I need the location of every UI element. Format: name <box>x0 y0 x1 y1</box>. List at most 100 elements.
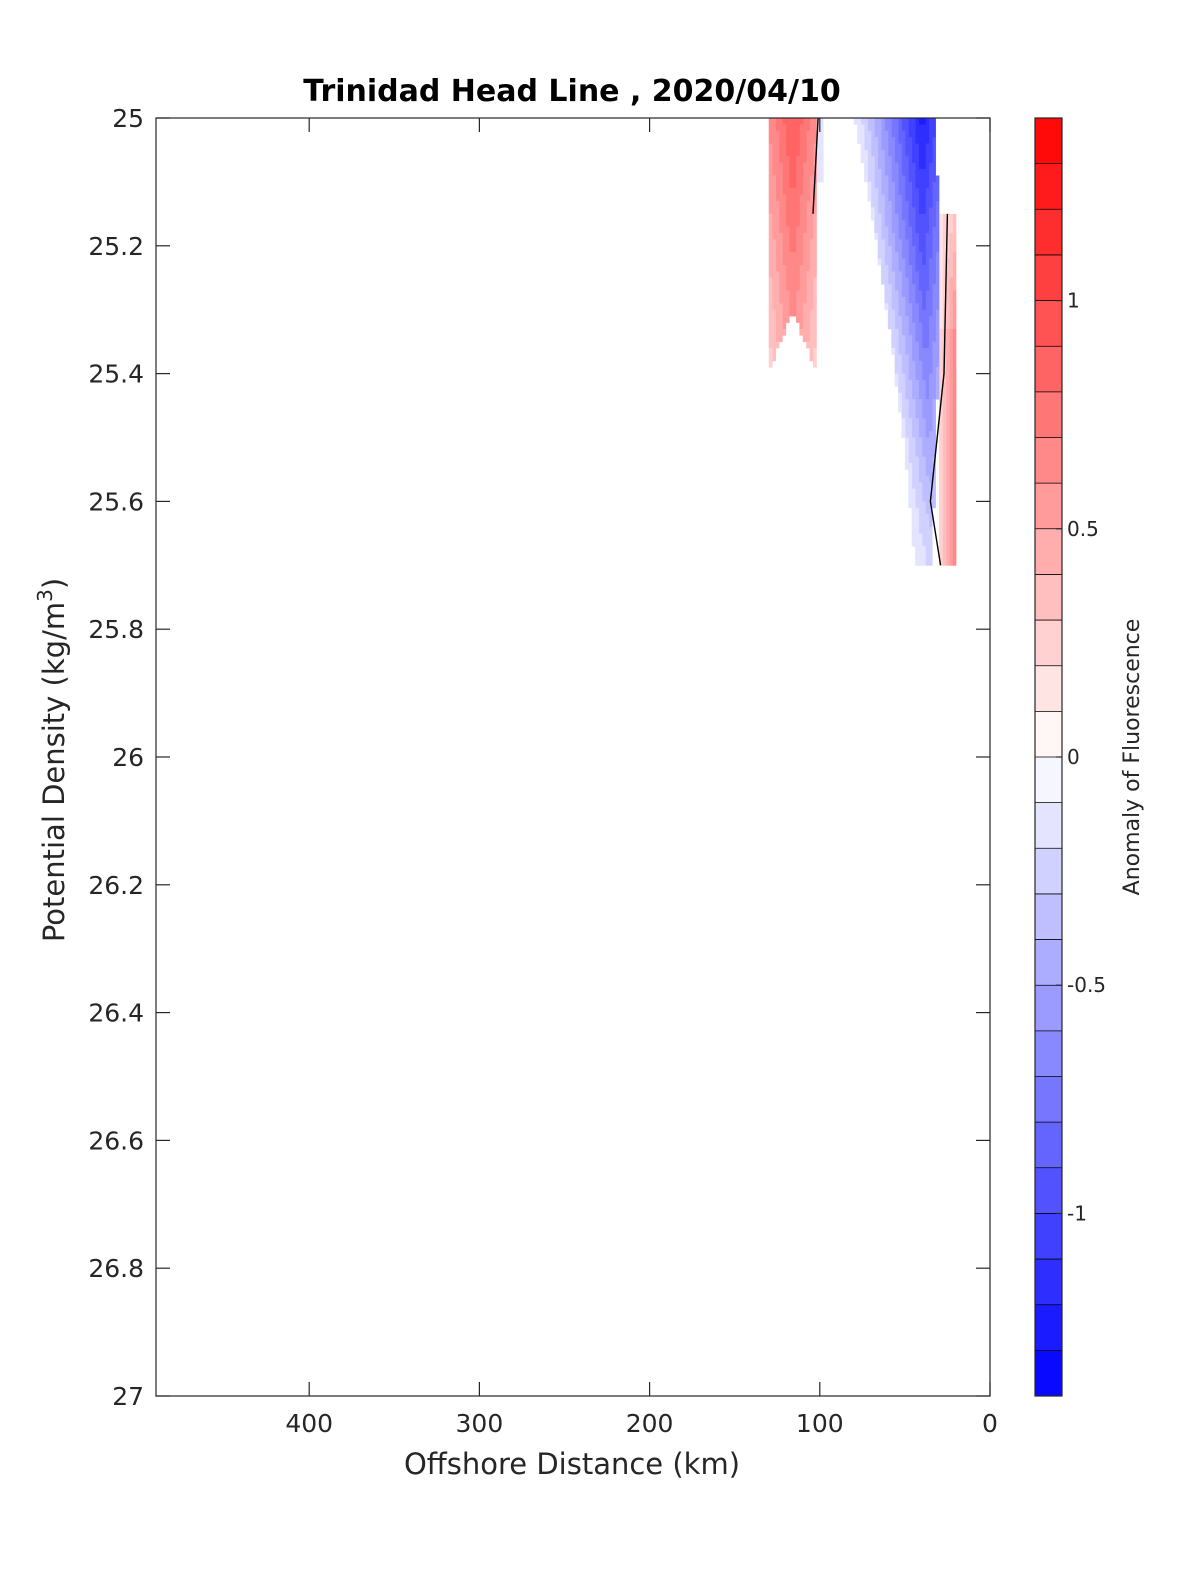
contour-cell <box>778 162 783 170</box>
contour-cell <box>898 348 902 355</box>
contour-cell <box>782 143 787 151</box>
contour-cell <box>874 201 879 208</box>
contour-cell <box>918 271 923 279</box>
contour-cell <box>898 233 902 240</box>
contour-cell <box>928 201 933 208</box>
contour-cell <box>775 290 780 298</box>
contour-cell <box>901 194 906 202</box>
contour-cell <box>778 220 783 228</box>
contour-cell <box>942 463 947 470</box>
contour-cell <box>915 226 919 234</box>
contour-cell <box>911 520 916 528</box>
contour-cell <box>812 188 817 196</box>
contour-cell <box>792 258 797 266</box>
contour-cell <box>949 264 953 272</box>
contour-cell <box>887 258 892 266</box>
contour-cell <box>891 284 896 291</box>
contour-cell <box>918 175 923 183</box>
contour-cell <box>928 392 933 400</box>
colorbar-label: Anomaly of Fluorescence <box>1120 619 1145 896</box>
contour-cell <box>952 233 957 240</box>
colorbar-band <box>1035 1167 1062 1214</box>
contour-cell <box>806 328 810 336</box>
contour-cell <box>915 220 919 228</box>
contour-cell <box>884 188 889 196</box>
contour-cell <box>935 181 940 189</box>
contour-cell <box>901 226 906 234</box>
contour-cell <box>928 424 933 432</box>
contour-cell <box>942 482 947 490</box>
contour-cell <box>921 514 926 521</box>
contour-cell <box>772 309 776 317</box>
contour-cell <box>802 303 807 311</box>
contour-cell <box>891 156 896 164</box>
contour-cell <box>921 392 926 400</box>
contour-cell <box>768 188 773 196</box>
contour-cell <box>901 424 906 432</box>
contour-cell <box>928 264 933 272</box>
contour-cell <box>884 239 889 247</box>
contour-cell <box>925 239 930 247</box>
colorbar-band <box>1035 1030 1062 1077</box>
contour-cell <box>935 220 940 228</box>
contour-cell <box>809 296 814 304</box>
contour-cell <box>908 137 913 144</box>
contour-cell <box>785 264 790 272</box>
contour-cell <box>908 475 913 483</box>
contour-cell <box>904 290 909 298</box>
contour-cell <box>938 233 943 240</box>
contour-cell <box>887 156 892 164</box>
contour-cell <box>901 264 906 272</box>
contour-cell <box>911 533 916 541</box>
contour-cell <box>921 169 926 176</box>
contour-cell <box>795 149 800 157</box>
contour-cell <box>772 156 776 164</box>
contour-cell <box>911 328 916 336</box>
contour-cell <box>898 156 902 164</box>
contour-cell <box>812 354 817 362</box>
contour-cell <box>904 367 909 374</box>
contour-cell <box>925 469 930 477</box>
contour-cell <box>928 309 933 317</box>
contour-cell <box>904 360 909 368</box>
contour-cell <box>932 143 936 151</box>
contour-cell <box>887 226 892 234</box>
contour-cell <box>864 169 868 176</box>
contour-cell <box>891 322 896 330</box>
contour-cell <box>949 277 953 285</box>
contour-cell <box>898 207 902 215</box>
contour-cell <box>789 124 793 132</box>
contour-cell <box>789 271 793 279</box>
contour-cell <box>860 149 865 157</box>
contour-cell <box>802 316 807 323</box>
contour-cell <box>782 194 787 202</box>
contour-cell <box>792 124 797 132</box>
contour-cell <box>812 335 817 343</box>
contour-cell <box>915 418 919 426</box>
contour-cell <box>938 322 943 330</box>
contour-cell <box>884 162 889 170</box>
contour-cell <box>928 379 933 387</box>
contour-cell <box>799 201 804 208</box>
contour-cell <box>785 213 790 221</box>
contour-cell <box>904 207 909 215</box>
contour-cell <box>932 252 936 259</box>
contour-cell <box>772 284 776 291</box>
contour-cell <box>884 169 889 176</box>
contour-cell <box>795 213 800 221</box>
contour-cell <box>867 137 872 144</box>
contour-cell <box>911 309 916 317</box>
contour-cell <box>809 341 814 349</box>
contour-cell <box>911 456 916 464</box>
contour-cell <box>819 118 824 125</box>
contour-cell <box>795 284 800 291</box>
contour-cell <box>949 252 953 259</box>
contour-cell <box>908 316 913 323</box>
contour-cell <box>945 367 950 374</box>
contour-cell <box>775 188 780 196</box>
contour-cell <box>901 201 906 208</box>
contour-cell <box>884 175 889 183</box>
contour-cell <box>911 264 916 272</box>
contour-cell <box>772 303 776 311</box>
contour-cell <box>857 130 862 138</box>
